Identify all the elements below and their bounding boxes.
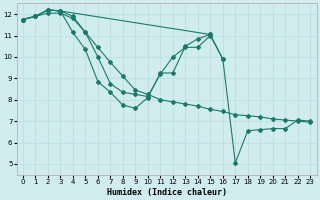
X-axis label: Humidex (Indice chaleur): Humidex (Indice chaleur) [107,188,227,197]
